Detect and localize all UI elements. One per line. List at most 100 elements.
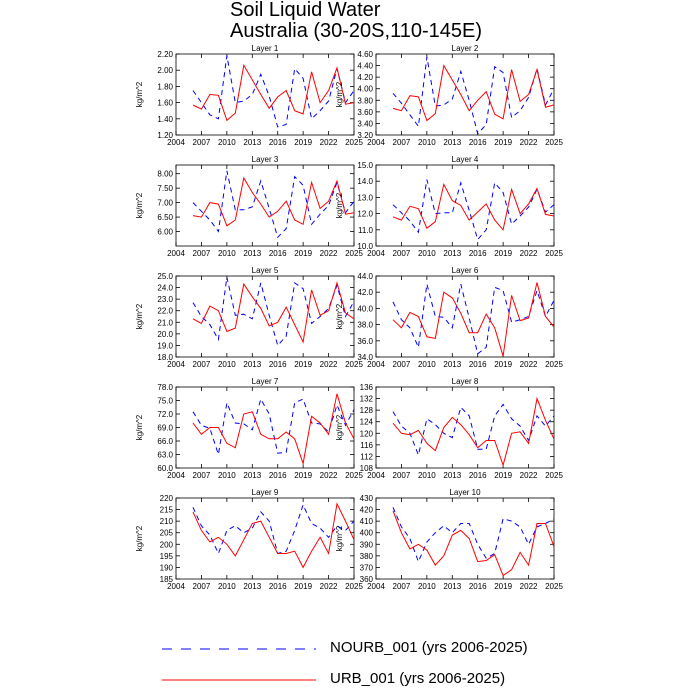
- panel-2-x-tick-label: 2022: [520, 138, 538, 147]
- panel-6-ylabel: kg/m^2: [335, 303, 344, 329]
- panel-9-y-tick-label: 210: [160, 517, 174, 526]
- panel-10-series-urb-001: [392, 510, 555, 577]
- panel-10-y-tick-label: 370: [360, 563, 374, 572]
- panel-8-x-tick-label: 2010: [418, 471, 436, 480]
- panel-3-x-tick-label: 2022: [320, 249, 338, 258]
- panel-8-y-tick-label: 132: [360, 395, 374, 404]
- panel-3-series-nourb-001: [192, 170, 355, 239]
- panel-6-y-tick-label: 34.0: [357, 353, 373, 362]
- panel-10-y-tick-label: 420: [360, 506, 374, 515]
- panel-10-y-tick-label: 360: [360, 575, 374, 584]
- panel-10-y-tick-label: 400: [360, 529, 374, 538]
- panel-8-x-tick-label: 2013: [443, 471, 461, 480]
- panel-7-y-tick-label: 66.0: [157, 437, 173, 446]
- panel-9-x-tick-label: 2016: [269, 582, 287, 591]
- panel-10-x-tick-label: 2004: [367, 582, 385, 591]
- panel-2-y-tick-label: 4.40: [357, 62, 373, 71]
- panel-3-y-tick-label: 7.00: [157, 199, 173, 208]
- panel-5-y-tick-label: 22.0: [157, 307, 173, 316]
- panel-3-x-tick-label: 2004: [167, 249, 185, 258]
- panel-4-y-tick-label: 10.0: [357, 242, 373, 251]
- panel-4-x-tick-label: 2016: [469, 249, 487, 258]
- panel-5-x-tick-label: 2016: [269, 360, 287, 369]
- panel-1-y-tick-label: 1.40: [157, 115, 173, 124]
- panel-7-ylabel: kg/m^2: [135, 414, 144, 440]
- panel-10-x-tick-label: 2016: [469, 582, 487, 591]
- panel-6-y-tick-label: 38.0: [357, 321, 373, 330]
- panel-5-y-tick-label: 24.0: [157, 284, 173, 293]
- panel-1-y-tick-label: 1.60: [157, 99, 173, 108]
- panel-7-series-urb-001: [192, 393, 355, 466]
- panel-7-x-tick-label: 2004: [167, 471, 185, 480]
- panel-8-x-tick-label: 2025: [545, 471, 563, 480]
- panel-2-x-tick-label: 2007: [393, 138, 411, 147]
- figure-title: Soil Liquid Water Australia (30-20S,110-…: [230, 0, 550, 42]
- panel-3-series-urb-001: [192, 176, 355, 227]
- panel-9-x-tick-label: 2010: [218, 582, 236, 591]
- panel-6-x-tick-label: 2007: [393, 360, 411, 369]
- panel-3-y-tick-label: 6.00: [157, 228, 173, 237]
- panel-4-x-tick-label: 2013: [443, 249, 461, 258]
- panel-3-frame: [175, 164, 355, 247]
- panel-9-y-tick-label: 200: [160, 540, 174, 549]
- panel-7-y-tick-label: 60.0: [157, 464, 173, 473]
- panel-4-y-tick-label: 12.0: [357, 210, 373, 219]
- panel-4-y-tick-label: 14.0: [357, 177, 373, 186]
- panel-5-x-tick-label: 2022: [320, 360, 338, 369]
- panel-6-title: Layer 6: [452, 266, 479, 275]
- panel-6-x-tick-label: 2016: [469, 360, 487, 369]
- panel-8-y-tick-label: 116: [360, 441, 373, 450]
- panel-4-y-tick-label: 13.0: [357, 193, 373, 202]
- panel-5-x-tick-label: 2004: [167, 360, 185, 369]
- panel-10-x-tick-label: 2010: [418, 582, 436, 591]
- panel-5-series-nourb-001: [192, 277, 355, 347]
- panel-9-x-tick-label: 2007: [193, 582, 211, 591]
- panel-7-x-tick-label: 2016: [269, 471, 287, 480]
- panel-5-y-tick-label: 18.0: [157, 353, 173, 362]
- panel-5-x-tick-label: 2025: [345, 360, 363, 369]
- panel-8-y-tick-label: 128: [360, 406, 374, 415]
- panel-10-x-tick-label: 2007: [393, 582, 411, 591]
- panel-8-frame: [375, 386, 555, 469]
- panel-2-series-urb-001: [392, 64, 555, 122]
- panel-8-title: Layer 8: [452, 377, 479, 386]
- panel-6-x-tick-label: 2022: [520, 360, 538, 369]
- panel-5-y-tick-label: 23.0: [157, 295, 173, 304]
- panel-2-y-tick-label: 4.00: [357, 85, 373, 94]
- panel-6-x-tick-label: 2025: [545, 360, 563, 369]
- panel-9-y-tick-label: 220: [160, 494, 174, 503]
- panel-7-x-tick-label: 2019: [294, 471, 312, 480]
- panel-8-series-urb-001: [392, 396, 555, 467]
- panel-1-x-tick-label: 2022: [320, 138, 338, 147]
- panel-4-x-tick-label: 2004: [367, 249, 385, 258]
- panel-9-ylabel: kg/m^2: [135, 525, 144, 551]
- panel-3-title: Layer 3: [252, 155, 279, 164]
- panel-9-frame: [175, 497, 355, 580]
- panel-7-y-tick-label: 69.0: [157, 424, 173, 433]
- panel-9-x-tick-label: 2022: [320, 582, 338, 591]
- panel-3-y-tick-label: 6.50: [157, 213, 173, 222]
- figure-title-line-2: Australia (30-20S,110-145E): [230, 20, 482, 42]
- panel-7-title: Layer 7: [252, 377, 279, 386]
- panel-10-x-tick-label: 2022: [520, 582, 538, 591]
- panel-7-x-tick-label: 2007: [193, 471, 211, 480]
- panel-9-x-tick-label: 2004: [167, 582, 185, 591]
- panel-4-y-tick-label: 11.0: [358, 226, 374, 235]
- panel-1-ylabel: kg/m^2: [135, 81, 144, 107]
- panel-2-y-tick-label: 3.80: [357, 96, 373, 105]
- panel-9-y-tick-label: 190: [160, 563, 174, 572]
- panel-2-title: Layer 2: [452, 44, 479, 53]
- panel-8-y-tick-label: 108: [360, 464, 374, 473]
- panel-10-y-tick-label: 390: [360, 540, 374, 549]
- panel-4-title: Layer 4: [452, 155, 479, 164]
- panel-3-x-tick-label: 2010: [218, 249, 236, 258]
- panel-10-x-tick-label: 2013: [443, 582, 461, 591]
- panel-7-y-tick-label: 63.0: [157, 451, 173, 460]
- panel-9-x-tick-label: 2013: [243, 582, 261, 591]
- panel-10-x-tick-label: 2025: [545, 582, 563, 591]
- panel-2-frame: [375, 53, 555, 136]
- panel-5-y-tick-label: 25.0: [157, 272, 173, 281]
- panel-6-x-tick-label: 2013: [443, 360, 461, 369]
- panel-7-x-tick-label: 2022: [320, 471, 338, 480]
- panel-4-ylabel: kg/m^2: [335, 192, 344, 218]
